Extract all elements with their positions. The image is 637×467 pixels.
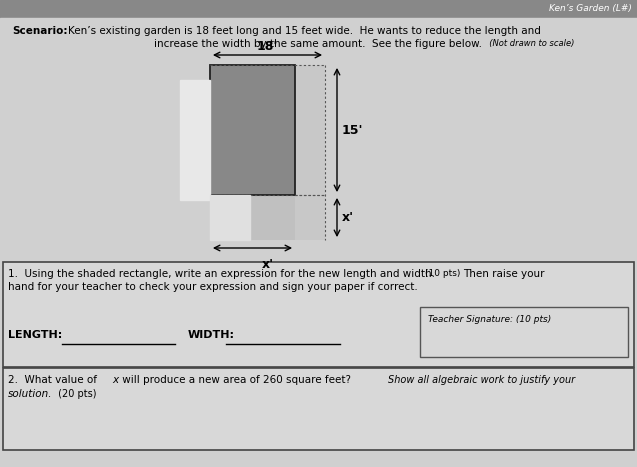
Text: Teacher Signature: (10 pts): Teacher Signature: (10 pts) [428,315,551,324]
Bar [420,307,628,357]
Text: Ken’s existing garden is 18 feet long and 15 feet wide.  He wants to reduce the : Ken’s existing garden is 18 feet long an… [68,26,541,36]
Text: WIDTH:: WIDTH: [188,330,235,340]
Text: (20 pts): (20 pts) [55,389,96,399]
Text: x': x' [342,211,354,224]
Text: hand for your teacher to check your expression and sign your paper if correct.: hand for your teacher to check your expr… [8,282,418,292]
Text: (10 pts): (10 pts) [425,269,461,278]
Text: Show all algebraic work to justify your: Show all algebraic work to justify your [388,375,575,385]
Text: x: x [112,375,118,385]
Text: LENGTH:: LENGTH: [8,330,62,340]
Text: increase the width by the same amount.  See the figure below.: increase the width by the same amount. S… [154,39,482,49]
Bar [180,80,210,200]
Bar [3,368,634,450]
Bar [210,195,250,240]
Text: 18': 18' [257,40,278,53]
Text: Then raise your: Then raise your [463,269,545,279]
Text: 15': 15' [342,123,364,136]
Bar [210,65,295,195]
Bar [210,195,295,240]
Text: 1.  Using the shaded rectangle, write an expression for the new length and width: 1. Using the shaded rectangle, write an … [8,269,435,279]
Text: Ken’s Garden (L#): Ken’s Garden (L#) [549,5,632,14]
Bar [3,262,634,367]
Bar [210,65,325,240]
Text: Scenario:: Scenario: [12,26,68,36]
Text: will produce a new area of 260 square feet?: will produce a new area of 260 square fe… [119,375,357,385]
Text: 2.  What value of: 2. What value of [8,375,100,385]
Text: solution.: solution. [8,389,52,399]
Bar [0,0,637,18]
Text: x': x' [261,258,273,271]
Text: (Not drawn to scale): (Not drawn to scale) [484,39,575,48]
